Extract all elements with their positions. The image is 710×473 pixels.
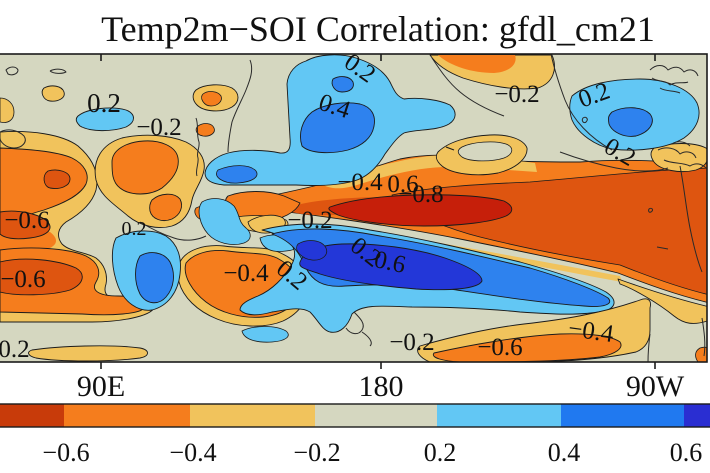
svg-text:−0.6: −0.6 [477, 334, 522, 361]
svg-text:0.2: 0.2 [424, 438, 457, 467]
svg-text:0.2: 0.2 [87, 88, 121, 118]
svg-text:−0.4: −0.4 [337, 169, 383, 196]
svg-text:0.6: 0.6 [387, 171, 418, 198]
svg-text:0.2: 0.2 [0, 336, 30, 363]
svg-text:−0.2: −0.2 [494, 81, 539, 108]
svg-text:−0.8: −0.8 [398, 181, 443, 208]
svg-text:Temp2m−SOI Correlation: gfdl_c: Temp2m−SOI Correlation: gfdl_cm21 [101, 9, 655, 49]
svg-text:−0.2: −0.2 [136, 114, 181, 141]
svg-text:−0.2: −0.2 [293, 438, 340, 467]
svg-text:0.2: 0.2 [122, 218, 147, 240]
svg-text:−0.2: −0.2 [287, 207, 332, 234]
svg-text:−0.4: −0.4 [223, 260, 269, 287]
svg-text:−0.4: −0.4 [567, 315, 616, 348]
svg-text:180: 180 [359, 370, 404, 403]
svg-text:0.4: 0.4 [548, 438, 581, 467]
svg-text:0.6: 0.6 [670, 438, 703, 467]
svg-text:−0.6: −0.6 [4, 207, 49, 234]
svg-text:−0.6: −0.6 [42, 438, 89, 467]
svg-text:90E: 90E [77, 370, 125, 403]
svg-text:−0.6: −0.6 [0, 266, 45, 293]
svg-text:−0.4: −0.4 [169, 438, 216, 467]
svg-text:0.6: 0.6 [372, 246, 408, 279]
svg-text:90W: 90W [626, 370, 685, 403]
svg-text:−0.2: −0.2 [389, 329, 434, 356]
